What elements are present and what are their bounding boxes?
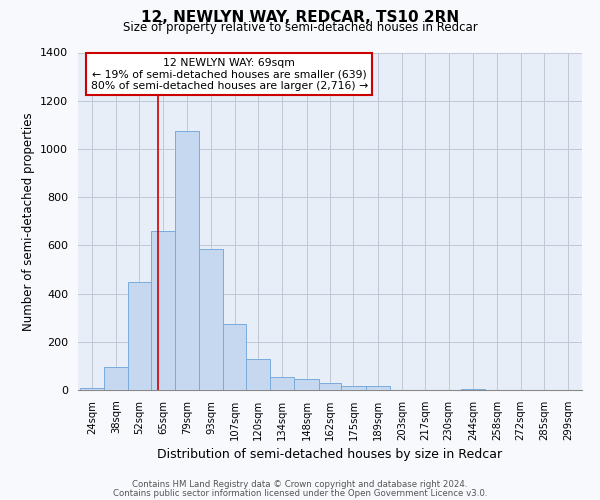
Text: 12, NEWLYN WAY, REDCAR, TS10 2RN: 12, NEWLYN WAY, REDCAR, TS10 2RN [141, 10, 459, 25]
X-axis label: Distribution of semi-detached houses by size in Redcar: Distribution of semi-detached houses by … [157, 448, 503, 462]
Text: Size of property relative to semi-detached houses in Redcar: Size of property relative to semi-detach… [122, 21, 478, 34]
Bar [128, 282, 151, 390]
Bar [270, 376, 295, 390]
Text: 12 NEWLYN WAY: 69sqm
← 19% of semi-detached houses are smaller (639)
80% of semi: 12 NEWLYN WAY: 69sqm ← 19% of semi-detac… [91, 58, 368, 91]
Y-axis label: Number of semi-detached properties: Number of semi-detached properties [22, 112, 35, 330]
Text: Contains public sector information licensed under the Open Government Licence v3: Contains public sector information licen… [113, 488, 487, 498]
Bar [104, 367, 128, 390]
Bar [175, 131, 199, 390]
Text: Contains HM Land Registry data © Crown copyright and database right 2024.: Contains HM Land Registry data © Crown c… [132, 480, 468, 489]
Bar [246, 358, 270, 390]
Bar [80, 388, 104, 390]
Bar [365, 386, 390, 390]
Bar [223, 324, 246, 390]
Bar [319, 383, 341, 390]
Bar [151, 231, 175, 390]
Bar [461, 389, 485, 390]
Bar [341, 386, 365, 390]
Bar [199, 249, 223, 390]
Bar [295, 379, 319, 390]
